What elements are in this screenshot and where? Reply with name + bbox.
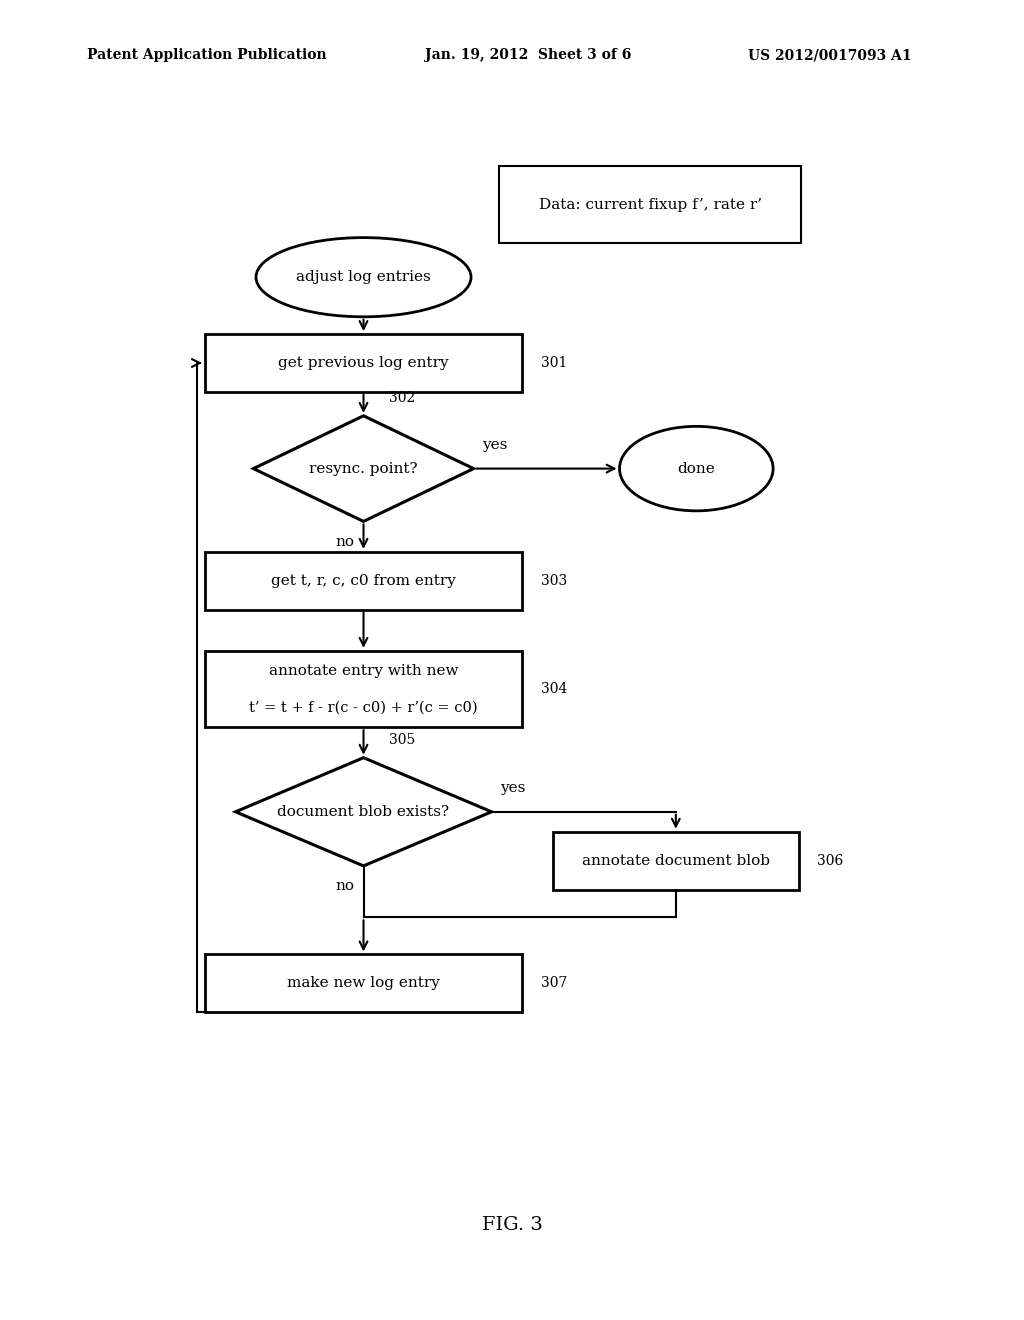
Text: 307: 307	[541, 977, 567, 990]
Text: FIG. 3: FIG. 3	[481, 1216, 543, 1234]
Text: done: done	[678, 462, 715, 475]
Text: annotate entry with new: annotate entry with new	[268, 664, 459, 677]
Text: get previous log entry: get previous log entry	[279, 356, 449, 370]
Text: t’ = t + f - r(c - c0) + r’(c = c0): t’ = t + f - r(c - c0) + r’(c = c0)	[249, 701, 478, 714]
FancyBboxPatch shape	[553, 832, 799, 890]
Text: document blob exists?: document blob exists?	[278, 805, 450, 818]
Text: Jan. 19, 2012  Sheet 3 of 6: Jan. 19, 2012 Sheet 3 of 6	[425, 49, 632, 62]
FancyBboxPatch shape	[205, 552, 522, 610]
Text: Data: current fixup f’, rate r’: Data: current fixup f’, rate r’	[539, 198, 762, 211]
Text: no: no	[336, 879, 354, 894]
Text: no: no	[336, 535, 354, 549]
Text: 301: 301	[541, 356, 567, 370]
Text: resync. point?: resync. point?	[309, 462, 418, 475]
FancyBboxPatch shape	[205, 954, 522, 1012]
Text: get t, r, c, c0 from entry: get t, r, c, c0 from entry	[271, 574, 456, 587]
Text: annotate document blob: annotate document blob	[582, 854, 770, 867]
Text: yes: yes	[500, 781, 525, 795]
FancyBboxPatch shape	[205, 334, 522, 392]
FancyBboxPatch shape	[205, 651, 522, 727]
Text: adjust log entries: adjust log entries	[296, 271, 431, 284]
Ellipse shape	[620, 426, 773, 511]
Text: US 2012/0017093 A1: US 2012/0017093 A1	[748, 49, 911, 62]
Text: yes: yes	[481, 438, 507, 451]
Text: 305: 305	[389, 733, 416, 747]
Text: make new log entry: make new log entry	[287, 977, 440, 990]
Polygon shape	[254, 416, 473, 521]
Polygon shape	[236, 758, 492, 866]
Ellipse shape	[256, 238, 471, 317]
Text: Patent Application Publication: Patent Application Publication	[87, 49, 327, 62]
Text: 304: 304	[541, 682, 567, 696]
Text: 302: 302	[389, 391, 416, 405]
Text: 306: 306	[817, 854, 844, 867]
Text: 303: 303	[541, 574, 567, 587]
FancyBboxPatch shape	[500, 166, 801, 243]
